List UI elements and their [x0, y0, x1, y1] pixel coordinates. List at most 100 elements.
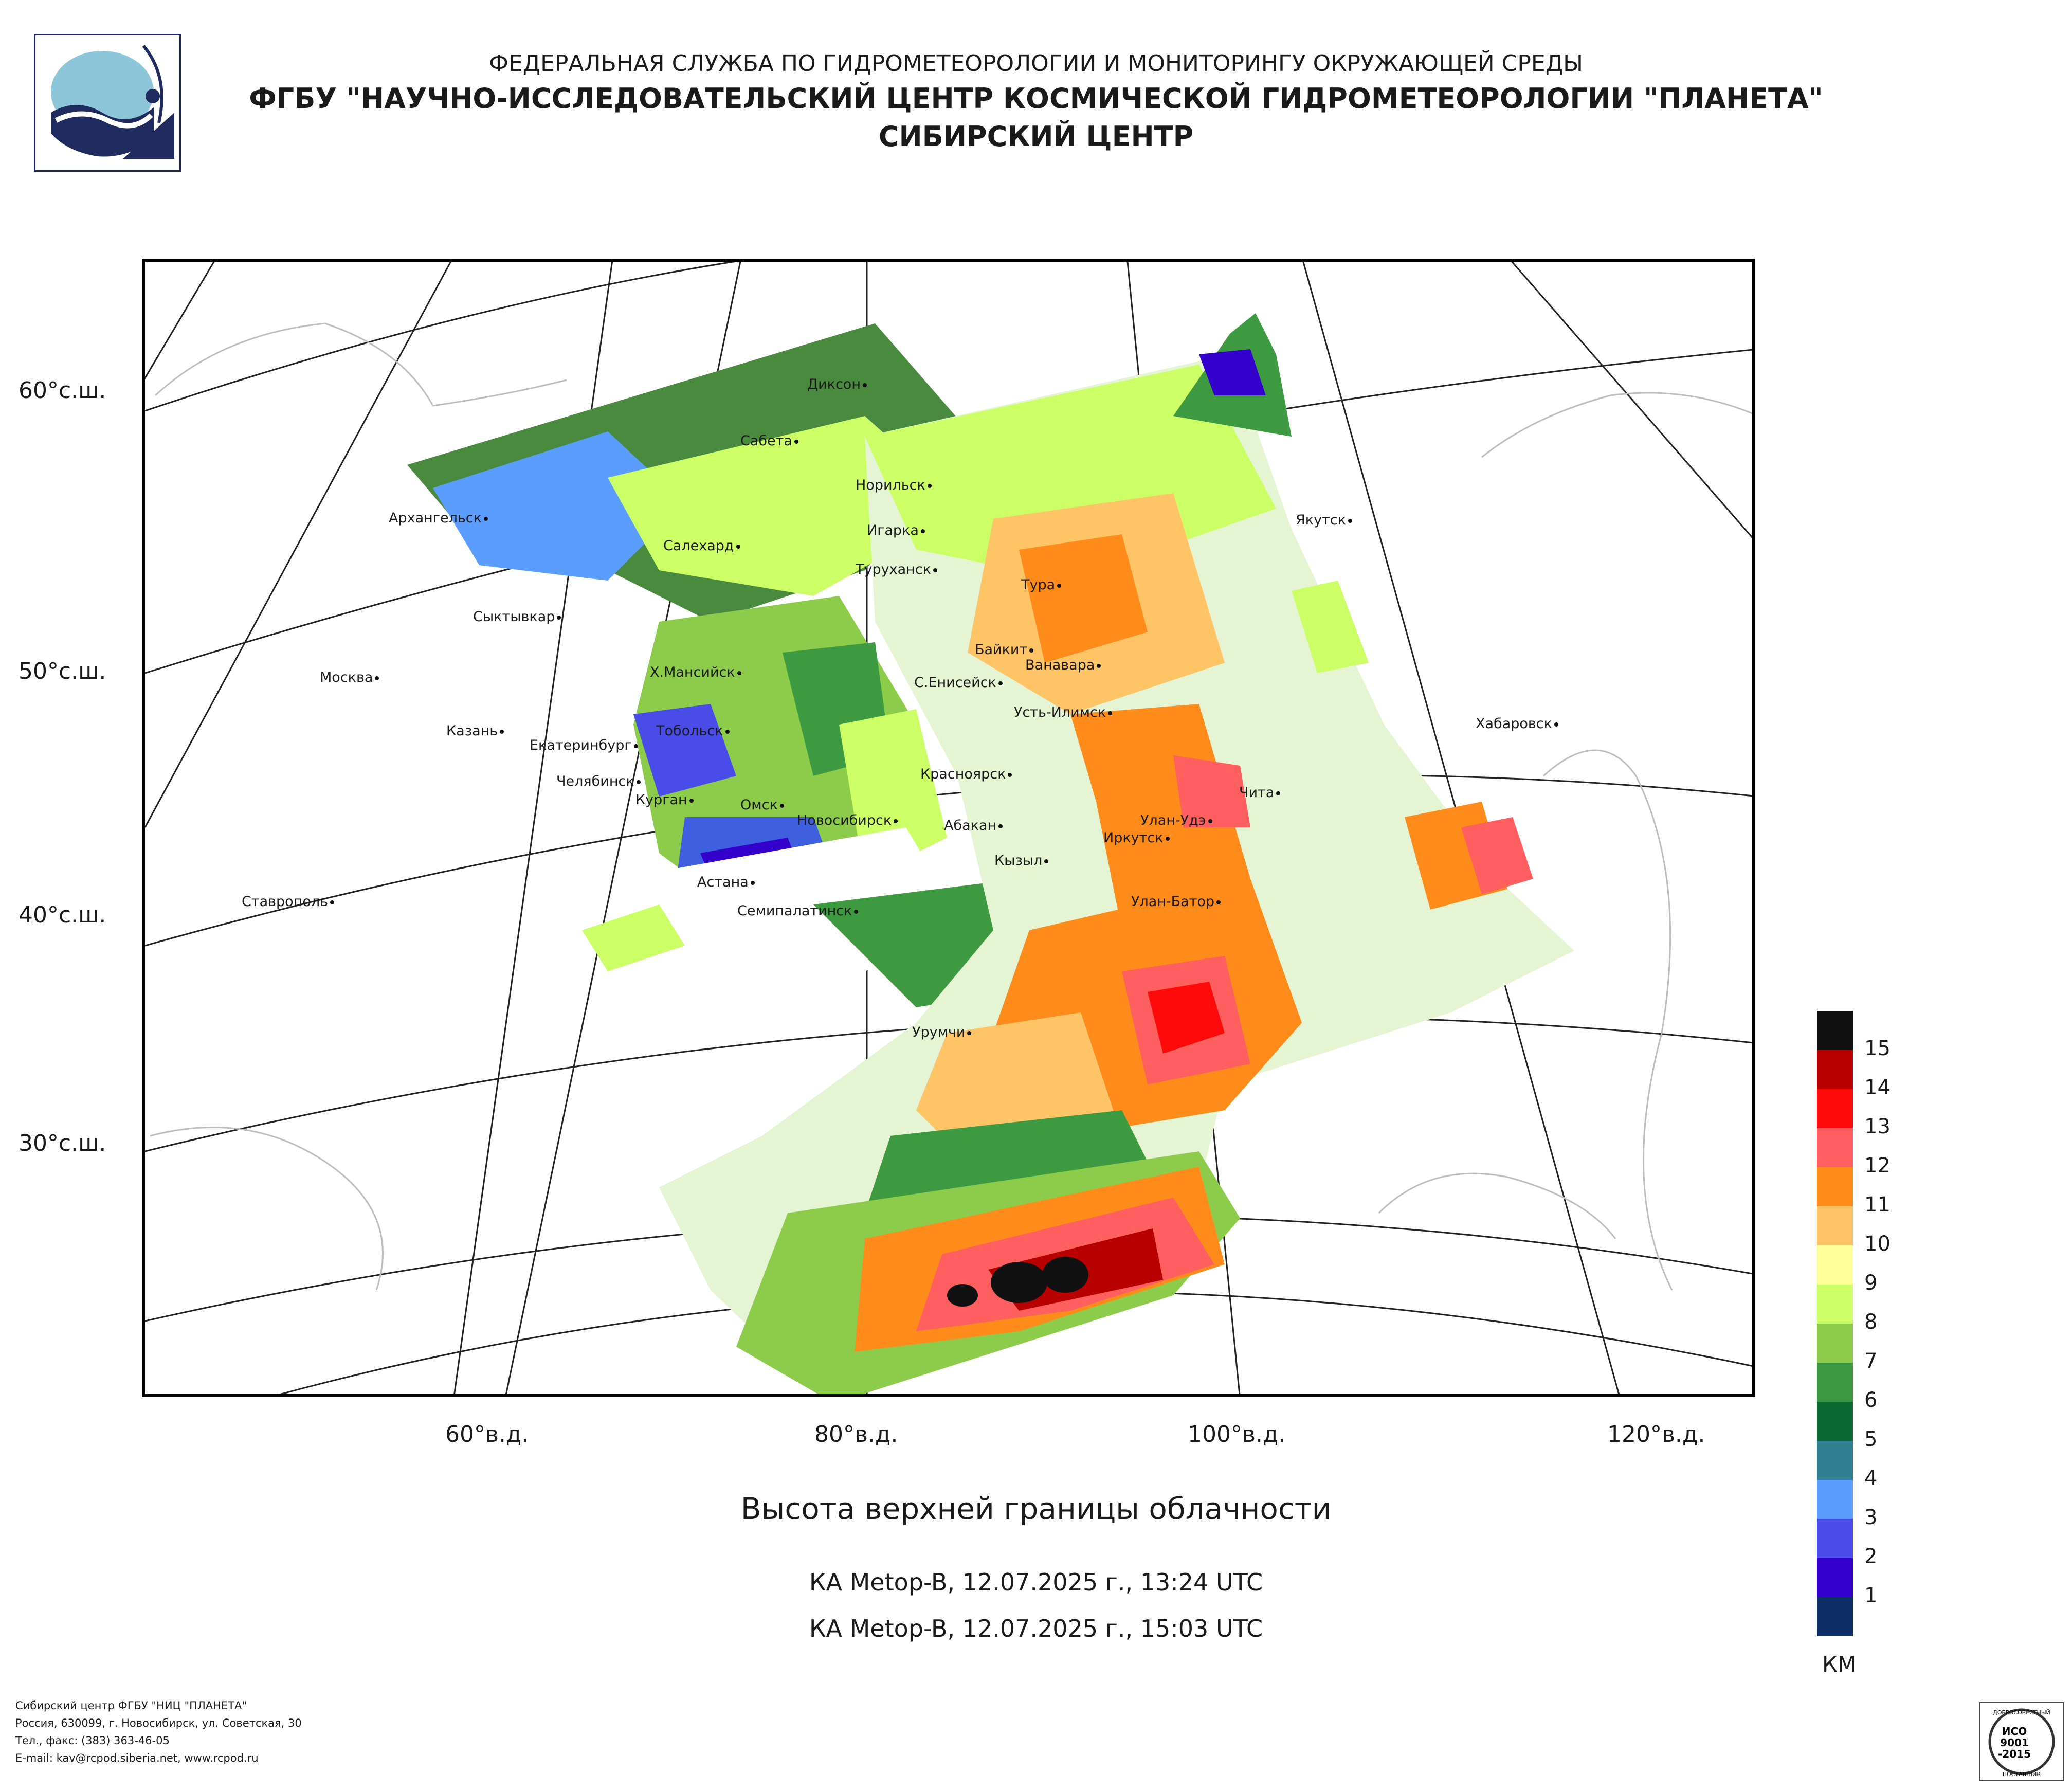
city-label: Челябинск [556, 773, 641, 789]
city-label: Тобольск [656, 723, 730, 739]
city-label: Улан-Батор [1131, 894, 1221, 910]
city-label: Салехард [663, 538, 740, 554]
map-canvas [145, 262, 1752, 1394]
legend-level-label: 5 [1864, 1427, 1878, 1451]
legend-unit: КМ [1822, 1652, 1857, 1677]
badge-iso-number: 9001 [2000, 1736, 2029, 1749]
city-label: Екатеринбург [530, 737, 638, 753]
city-label: Москва [320, 670, 379, 685]
legend-level-label: 9 [1864, 1271, 1878, 1295]
lat-label-30: 30°с.ш. [19, 1130, 106, 1156]
legend-swatch [1817, 1441, 1853, 1480]
satellite-pass-1: КА Metop-B, 12.07.2025 г., 13:24 UTC [809, 1568, 1263, 1596]
city-label: Диксон [807, 376, 867, 392]
city-label: Х.Мансийск [650, 664, 741, 680]
legend-level-label: 13 [1864, 1115, 1891, 1138]
lat-label-40: 40°с.ш. [19, 902, 106, 928]
legend-level-label: 2 [1864, 1545, 1878, 1568]
city-label: С.Енисейск [914, 675, 1003, 691]
city-label: Сабета [740, 433, 798, 449]
legend-swatch [1817, 1402, 1853, 1441]
map-title: Высота верхней границы облачности [740, 1491, 1332, 1526]
legend-swatch [1817, 1050, 1853, 1089]
city-label: Астана [697, 874, 755, 890]
city-label: Якутск [1296, 512, 1352, 528]
coastlines [150, 322, 1752, 1291]
city-label: Туруханск [856, 562, 937, 577]
city-label: Иркутск [1103, 830, 1170, 846]
cloud-top-map [142, 259, 1755, 1397]
legend-swatch [1817, 1167, 1853, 1206]
legend-swatch [1817, 1128, 1853, 1167]
lat-label-60: 60°с.ш. [19, 377, 106, 404]
city-label: Кызыл [994, 853, 1049, 869]
city-label: Красноярск [920, 766, 1012, 782]
header-center: СИБИРСКИЙ ЦЕНТР [878, 120, 1194, 153]
legend-level-label: 14 [1864, 1076, 1891, 1099]
footer-org: Сибирский центр ФГБУ "НИЦ "ПЛАНЕТА" [15, 1699, 247, 1712]
legend-swatch [1817, 1206, 1853, 1245]
legend-level-label: 4 [1864, 1467, 1878, 1490]
legend-level-label: 7 [1864, 1349, 1878, 1373]
city-label: Архангельск [389, 510, 488, 526]
city-label: Хабаровск [1476, 716, 1558, 732]
footer-phone: Тел., факс: (383) 363-46-05 [15, 1734, 170, 1747]
logo-emblem-icon [50, 45, 174, 159]
legend-level-label: 10 [1864, 1232, 1891, 1256]
header-institute: ФГБУ "НАУЧНО-ИССЛЕДОВАТЕЛЬСКИЙ ЦЕНТР КОС… [249, 82, 1823, 115]
lat-label-50: 50°с.ш. [19, 658, 106, 684]
city-label: Тура [1021, 577, 1062, 593]
city-label: Норильск [856, 477, 932, 493]
city-label: Улан-Удэ [1140, 812, 1212, 828]
badge-iso-year: -2015 [1998, 1748, 2031, 1760]
city-label: Сыктывкар [473, 609, 561, 625]
satellite-swath-2 [659, 313, 1574, 1394]
legend-swatch [1817, 1245, 1853, 1285]
footer-contacts: Сибирский центр ФГБУ "НИЦ "ПЛАНЕТА" Росс… [15, 1697, 302, 1767]
legend-swatch [1817, 1089, 1853, 1128]
legend-level-label: 6 [1864, 1388, 1878, 1412]
satellite-pass-2: КА Metop-B, 12.07.2025 г., 15:03 UTC [809, 1615, 1263, 1642]
city-label: Ванавара [1025, 657, 1101, 673]
legend-level-label: 1 [1864, 1584, 1878, 1607]
city-label: Курган [635, 792, 694, 808]
city-label: Омск [740, 797, 784, 813]
footer-address: Россия, 630099, г. Новосибирск, ул. Сове… [15, 1717, 302, 1729]
badge-top-text: ДОБРОСОВЕСТНЫЙ [1993, 1709, 2050, 1716]
legend-level-label: 3 [1864, 1506, 1878, 1529]
legend-level-label: 12 [1864, 1154, 1891, 1178]
city-label: Абакан [944, 818, 1003, 834]
header-agency: ФЕДЕРАЛЬНАЯ СЛУЖБА ПО ГИДРОМЕТЕОРОЛОГИИ … [489, 50, 1583, 77]
legend-swatch [1817, 1519, 1853, 1558]
legend-level-label: 8 [1864, 1310, 1878, 1334]
legend-swatch [1817, 1363, 1853, 1402]
legend-level-label: 11 [1864, 1193, 1891, 1217]
city-label: Ставрополь [242, 894, 335, 910]
city-label: Казань [446, 723, 504, 739]
iso-certification-badge: ДОБРОСОВЕСТНЫЙ ИСО 9001 -2015 ПОСТАВЩИК [1979, 1702, 2064, 1781]
legend-swatch [1817, 1480, 1853, 1519]
legend-swatch [1817, 1597, 1853, 1636]
city-label: Байкит [975, 642, 1034, 658]
city-label: Усть-Илимск [1014, 704, 1113, 720]
legend-level-label: 15 [1864, 1037, 1891, 1060]
city-label: Семипалатинск [737, 903, 859, 919]
planeta-logo [34, 34, 181, 172]
badge-iso-text: ИСО [2002, 1725, 2027, 1738]
lon-label-120: 120°в.д. [1607, 1421, 1705, 1448]
city-label: Игарка [867, 522, 925, 538]
lon-label-60: 60°в.д. [445, 1421, 529, 1448]
legend-swatch [1817, 1011, 1853, 1050]
iso-badge-icon: ДОБРОСОВЕСТНЫЙ ИСО 9001 -2015 ПОСТАВЩИК [1988, 1708, 2055, 1778]
satellite-swath-1 [407, 323, 1070, 1007]
legend-swatch [1817, 1285, 1853, 1324]
legend-swatch [1817, 1558, 1853, 1597]
city-label: Новосибирск [797, 812, 898, 828]
city-label: Урумчи [912, 1024, 972, 1040]
footer-email: E-mail: kav@rcpod.siberia.net, www.rcpod… [15, 1752, 259, 1764]
badge-bottom-text: ПОСТАВЩИК [2003, 1771, 2041, 1778]
lon-label-80: 80°в.д. [814, 1421, 898, 1448]
city-label: Чита [1239, 785, 1281, 801]
legend-swatch [1817, 1324, 1853, 1363]
lon-label-100: 100°в.д. [1188, 1421, 1286, 1448]
